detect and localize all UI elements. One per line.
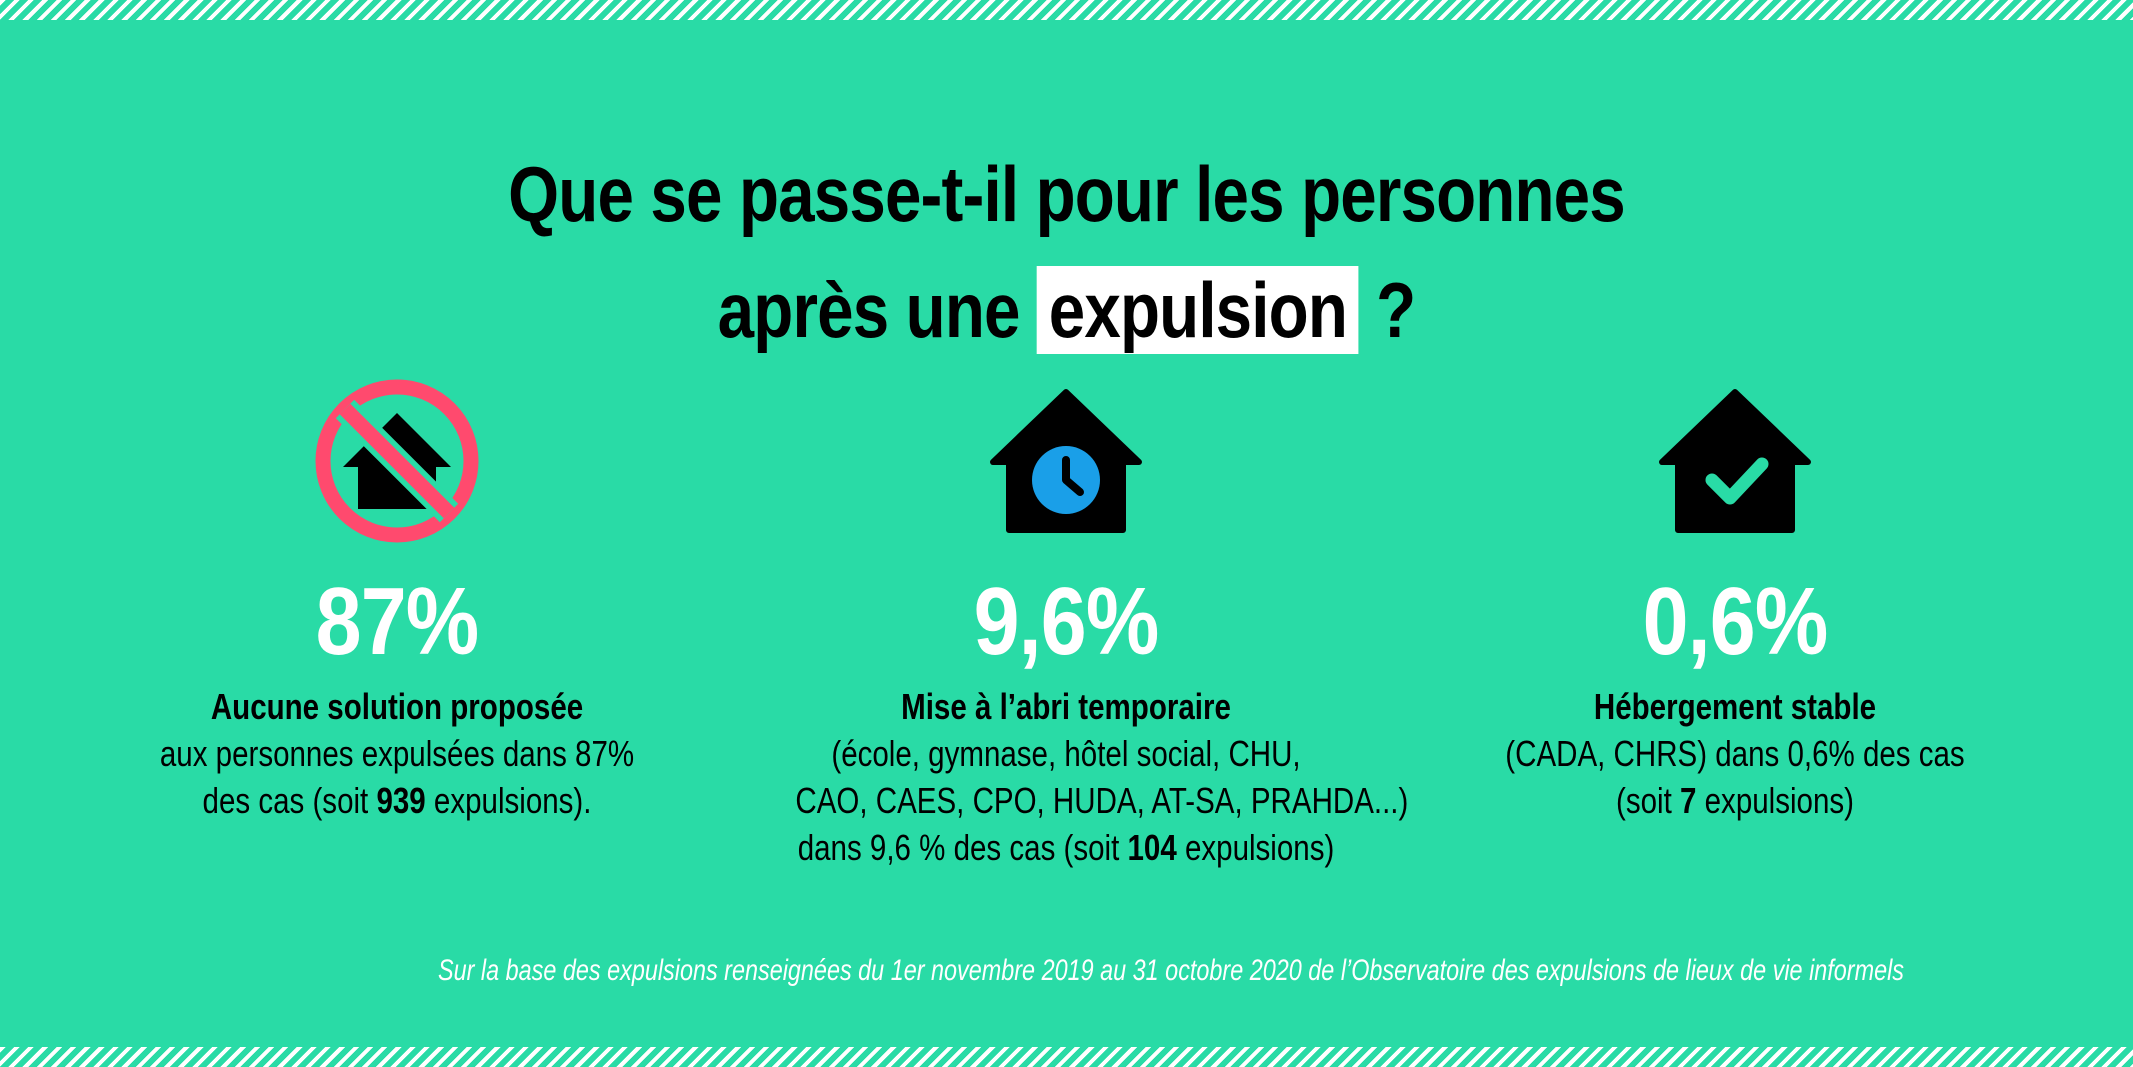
house-check-icon xyxy=(1659,389,1811,533)
stat-value: 0,6% xyxy=(1642,568,1829,675)
desc-line: dans 9,6 % des cas (soit 104 expulsions) xyxy=(795,824,1336,871)
stat-label: Aucune solution proposée xyxy=(210,686,584,727)
desc-line: (soit 7 expulsions) xyxy=(1464,777,2005,824)
desc-text: dans 9,6 % des cas (soit xyxy=(797,827,1128,868)
house-prohibited-icon xyxy=(315,379,479,543)
page-title: Que se passe-t-il pour les personnes apr… xyxy=(171,136,1963,368)
stat-label: Hébergement stable xyxy=(1593,686,1877,727)
stat-no-solution: 87% Aucune solution proposée aux personn… xyxy=(67,376,727,824)
stat-description: (CADA, CHRS) dans 0,6% des cas (soit 7 e… xyxy=(1464,730,2005,824)
desc-text: expulsions). xyxy=(425,780,592,821)
stat-description: aux personnes expulsées dans 87% des cas… xyxy=(126,730,667,824)
desc-line: CAO, CAES, CPO, HUDA, AT-SA, PRAHDA...) xyxy=(795,780,1409,821)
desc-line: (école, gymnase, hôtel social, CHU, xyxy=(831,733,1301,774)
house-clock-icon xyxy=(990,389,1142,533)
stat-value: 9,6% xyxy=(973,568,1160,675)
desc-line: des cas (soit 939 expulsions). xyxy=(126,777,667,824)
desc-text: des cas (soit xyxy=(202,780,377,821)
stat-label: Mise à l’abri temporaire xyxy=(901,686,1231,727)
top-stripe-border xyxy=(0,0,2133,20)
desc-count: 939 xyxy=(376,780,426,821)
title-line-1: Que se passe-t-il pour les personnes xyxy=(508,150,1626,239)
desc-count: 7 xyxy=(1680,780,1697,821)
desc-text: expulsions) xyxy=(1176,827,1335,868)
desc-text: expulsions) xyxy=(1696,780,1854,821)
title-line-2-before: après une xyxy=(717,266,1037,355)
stat-temporary-shelter: 9,6% Mise à l’abri temporaire (école, gy… xyxy=(736,376,1409,871)
desc-count: 104 xyxy=(1127,827,1177,868)
bottom-stripe-border xyxy=(0,1047,2133,1067)
title-line-2: après une expulsion ? xyxy=(171,252,1963,368)
stat-stable-housing: 0,6% Hébergement stable (CADA, CHRS) dan… xyxy=(1405,376,2065,824)
stat-value: 87% xyxy=(315,568,480,675)
title-highlight: expulsion xyxy=(1036,266,1359,355)
desc-text: (soit xyxy=(1616,780,1681,821)
desc-line: aux personnes expulsées dans 87% xyxy=(159,733,635,774)
desc-line: (CADA, CHRS) dans 0,6% des cas xyxy=(1505,733,1965,774)
source-footnote: Sur la base des expulsions renseignées d… xyxy=(438,954,1904,987)
title-line-2-after: ? xyxy=(1358,266,1416,355)
stat-description: (école, gymnase, hôtel social, CHU, CAO,… xyxy=(795,730,1409,871)
